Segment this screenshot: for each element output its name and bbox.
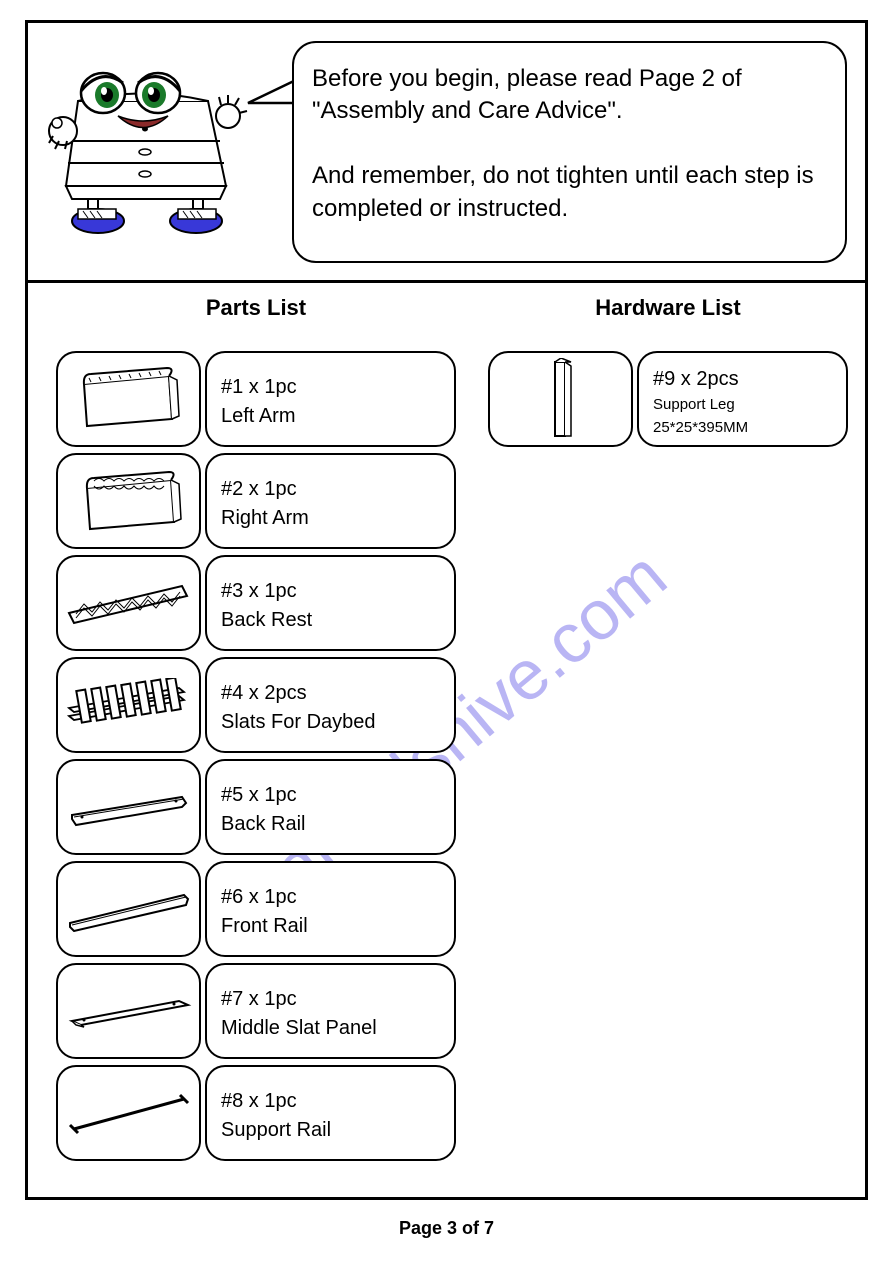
part-label-box: #6 x 1pc Front Rail [205,861,456,957]
part-label-box: #3 x 1pc Back Rest [205,555,456,651]
mascot-character [48,51,248,241]
part-label-box: #4 x 2pcs Slats For Daybed [205,657,456,753]
instruction-bubble: Before you begin, please read Page 2 of … [292,41,847,263]
intro-panel: Before you begin, please read Page 2 of … [28,23,865,283]
part-row: #2 x 1pc Right Arm [56,453,456,549]
part-qty: #7 x 1pc [221,988,444,1011]
part-name: Back Rest [221,609,444,632]
part-icon [56,861,201,957]
parts-list-title: Parts List [56,295,456,321]
part-icon [56,759,201,855]
part-icon [56,657,201,753]
page-border: Before you begin, please read Page 2 of … [25,20,868,1200]
part-qty: #5 x 1pc [221,784,444,807]
hardware-label-box: #9 x 2pcs Support Leg 25*25*395MM [637,351,848,447]
part-icon [56,351,201,447]
part-label-box: #1 x 1pc Left Arm [205,351,456,447]
part-name: Front Rail [221,915,444,938]
part-row: #1 x 1pc Left Arm [56,351,456,447]
part-qty: #3 x 1pc [221,580,444,603]
part-qty: #2 x 1pc [221,478,444,501]
hardware-name: Support Leg [653,397,836,414]
hardware-icon [488,351,633,447]
part-icon [56,555,201,651]
part-icon [56,453,201,549]
part-qty: #4 x 2pcs [221,682,444,705]
parts-column: Parts List #1 x 1pc Left Arm #2 x 1pc Right… [56,295,456,1167]
part-name: Back Rail [221,813,444,836]
part-row: #6 x 1pc Front Rail [56,861,456,957]
part-label-box: #7 x 1pc Middle Slat Panel [205,963,456,1059]
part-row: #8 x 1pc Support Rail [56,1065,456,1161]
part-label-box: #2 x 1pc Right Arm [205,453,456,549]
part-name: Middle Slat Panel [221,1017,444,1040]
lists-panel: manualshive.com Parts List #1 x 1pcLeft … [28,283,865,1198]
part-qty: #8 x 1pc [221,1090,444,1113]
hardware-list-title: Hardware List [488,295,848,321]
part-qty: #1 x 1pc [221,376,444,399]
part-name: Slats For Daybed [221,711,444,734]
hardware-list: #9 x 2pcs Support Leg 25*25*395MM [488,351,848,447]
part-icon [56,1065,201,1161]
hardware-dim: 25*25*395MM [653,420,836,437]
part-row: #4 x 2pcs Slats For Daybed [56,657,456,753]
hardware-row: #9 x 2pcs Support Leg 25*25*395MM [488,351,848,447]
hardware-column: Hardware List #9 x 2pcs Support Leg 25*25*… [488,295,848,453]
part-name: Support Rail [221,1119,444,1142]
part-name: Left Arm [221,405,444,428]
part-row: #7 x 1pc Middle Slat Panel [56,963,456,1059]
page-number: Page 3 of 7 [25,1218,868,1239]
part-qty: #6 x 1pc [221,886,444,909]
instruction-line-2: And remember, do not tighten until each … [312,160,827,225]
part-label-box: #5 x 1pc Back Rail [205,759,456,855]
part-name: Right Arm [221,507,444,530]
part-row: #3 x 1pc Back Rest [56,555,456,651]
instruction-line-1: Before you begin, please read Page 2 of … [312,63,827,128]
part-row: #5 x 1pc Back Rail [56,759,456,855]
part-icon [56,963,201,1059]
parts-list: #1 x 1pc Left Arm #2 x 1pc Right Arm #3 x 1p… [56,351,456,1161]
hardware-qty: #9 x 2pcs [653,368,836,391]
part-label-box: #8 x 1pc Support Rail [205,1065,456,1161]
